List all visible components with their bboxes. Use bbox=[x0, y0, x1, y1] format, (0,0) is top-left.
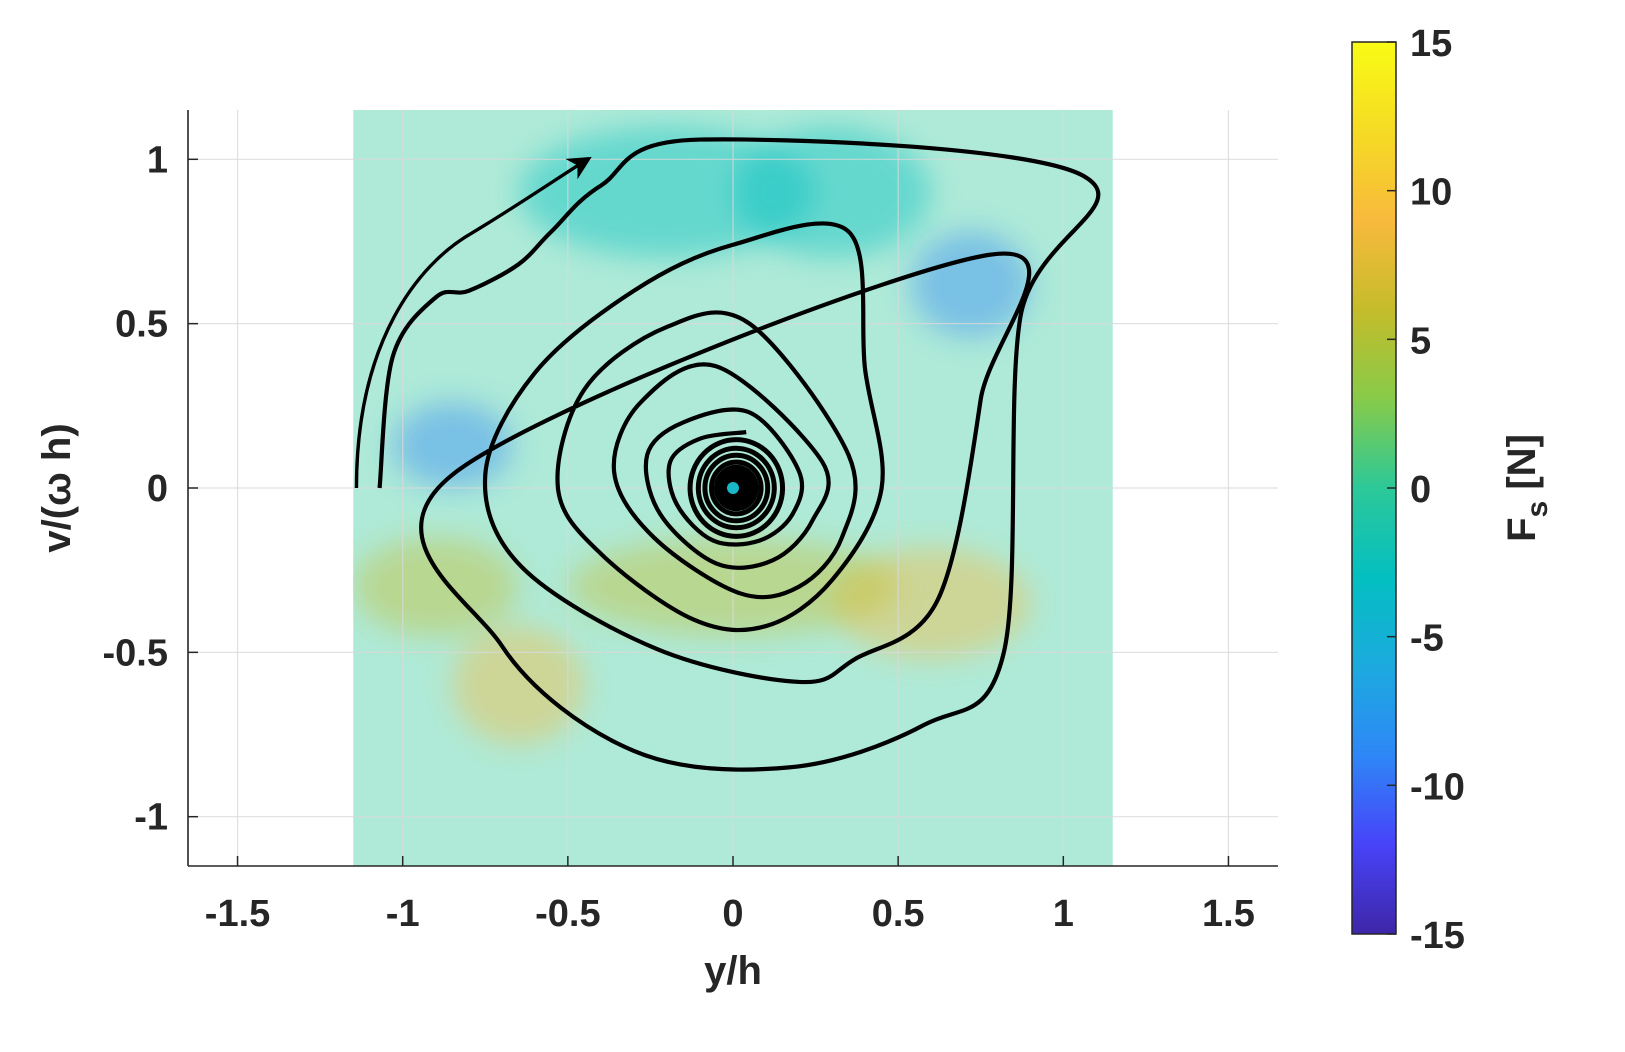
colorbar-label-subscript: s bbox=[1521, 501, 1554, 518]
x-tick-label: 0 bbox=[722, 893, 743, 935]
colorbar-tick-label: 15 bbox=[1410, 23, 1452, 65]
x-tick-label: 0.5 bbox=[872, 893, 925, 935]
x-tick-label: -1 bbox=[386, 893, 420, 935]
colorbar-label-unit: [N] bbox=[1500, 434, 1544, 501]
colorbar-tick-label: 5 bbox=[1410, 320, 1431, 362]
equilibrium-point bbox=[727, 482, 739, 494]
colorbar-tick-label: -5 bbox=[1410, 618, 1444, 660]
trajectory-inner-ring bbox=[709, 459, 764, 517]
trajectory bbox=[354, 137, 1101, 772]
y-tick-label: -1 bbox=[134, 797, 168, 839]
y-tick-label: -0.5 bbox=[103, 632, 168, 674]
colorbar-tick-label: 10 bbox=[1410, 172, 1452, 214]
colorbar-label: Fs [N] bbox=[1500, 434, 1554, 542]
x-tick-label: -0.5 bbox=[535, 893, 600, 935]
direction-arrow bbox=[354, 156, 592, 489]
heatmap-feature bbox=[392, 402, 512, 488]
heatmap-feature bbox=[911, 231, 1031, 337]
trajectory-inner-ring bbox=[702, 452, 771, 524]
y-ticks: -1 -0.5 0 0.5 1 bbox=[103, 139, 198, 839]
colorbar-tick-label: -10 bbox=[1410, 766, 1465, 808]
y-tick-label: 0.5 bbox=[115, 304, 168, 346]
x-tick-label: 1 bbox=[1053, 893, 1074, 935]
x-axis-label: y/h bbox=[704, 949, 762, 993]
y-tick-label: 1 bbox=[147, 139, 168, 181]
trajectory-line bbox=[377, 137, 1101, 772]
colorbar-ticks: 15 10 5 0 -5 -10 -15 bbox=[1387, 23, 1465, 957]
colorbar-label-main: F bbox=[1500, 517, 1544, 541]
heatmap-feature bbox=[452, 626, 585, 745]
x-tick-label: -1.5 bbox=[205, 893, 270, 935]
colorbar-tick-label: -15 bbox=[1410, 915, 1465, 957]
heatmap-feature bbox=[353, 537, 519, 636]
x-tick-label: 1.5 bbox=[1202, 893, 1255, 935]
trajectory-inner-ring bbox=[687, 437, 786, 539]
trajectory-inner-ring bbox=[695, 445, 777, 531]
y-axis-label: v/(ω h) bbox=[35, 423, 79, 552]
x-ticks: -1.5 -1 -0.5 0 0.5 1 1.5 bbox=[205, 856, 1255, 935]
colorbar-tick-label: 0 bbox=[1410, 469, 1431, 511]
y-tick-label: 0 bbox=[147, 468, 168, 510]
